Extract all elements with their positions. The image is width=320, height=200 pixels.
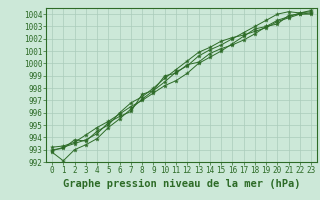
X-axis label: Graphe pression niveau de la mer (hPa): Graphe pression niveau de la mer (hPa): [63, 179, 300, 189]
